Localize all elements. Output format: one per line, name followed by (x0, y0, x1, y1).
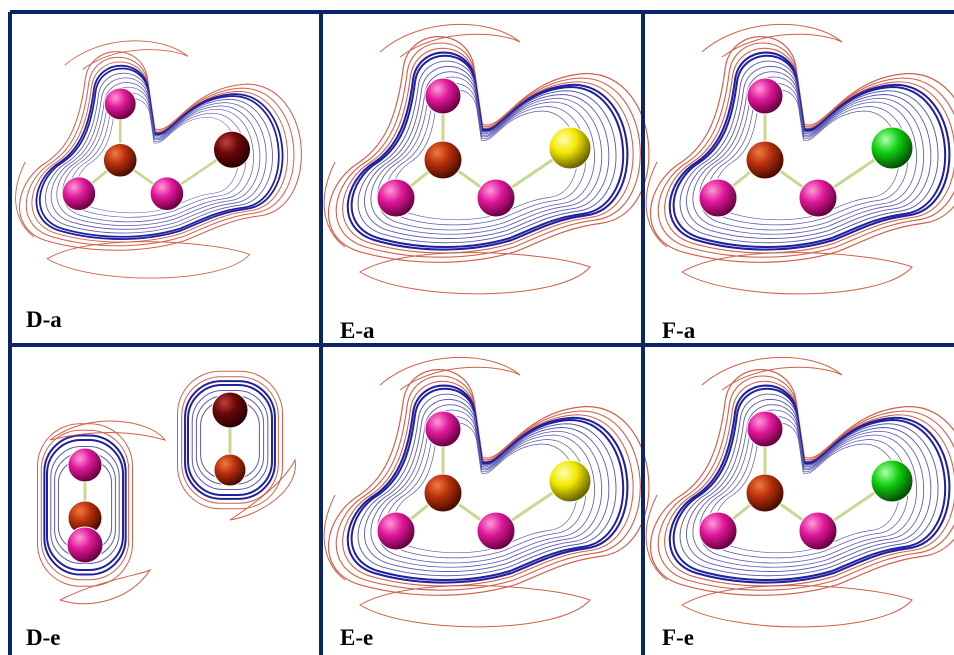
atom (549, 127, 591, 169)
atom (62, 177, 95, 210)
atom (699, 179, 737, 217)
molecule (324, 24, 649, 294)
panel-label: D-e (26, 625, 60, 650)
atom (104, 144, 137, 177)
atom (549, 460, 591, 502)
atom (104, 88, 136, 120)
atom (68, 448, 102, 482)
atom (871, 127, 913, 169)
contour (336, 43, 640, 257)
atom (747, 411, 783, 447)
atom (214, 454, 246, 486)
panel-label: F-e (662, 625, 694, 650)
panel-label: E-e (340, 625, 373, 650)
figure: D-a E-a F-a D-e E-e F-e (0, 0, 954, 655)
atom (67, 527, 103, 563)
outer-contour (60, 570, 150, 604)
atom (699, 512, 737, 550)
contour (329, 37, 649, 263)
molecule (38, 371, 296, 604)
contour (19, 52, 301, 251)
contour (336, 376, 640, 590)
atom (477, 512, 515, 550)
contour-art (16, 24, 954, 627)
panel-label: E-a (340, 318, 375, 343)
atom (424, 474, 462, 512)
atom (212, 392, 248, 428)
molecule (16, 41, 302, 278)
atom (747, 78, 783, 114)
molecule (646, 24, 954, 294)
atom (425, 411, 461, 447)
atom (799, 512, 837, 550)
atom (871, 460, 913, 502)
atom (477, 179, 515, 217)
panel-label: F-a (662, 318, 696, 343)
atom (214, 131, 251, 168)
molecule (646, 357, 954, 627)
atom (425, 78, 461, 114)
atom (799, 179, 837, 217)
atom (746, 141, 784, 179)
atom (377, 512, 415, 550)
atom (746, 474, 784, 512)
atom (150, 177, 183, 210)
contour (26, 57, 294, 245)
panel-label: D-a (26, 307, 62, 332)
atom (377, 179, 415, 217)
atom (424, 141, 462, 179)
contour (329, 370, 649, 596)
molecule (324, 357, 649, 627)
